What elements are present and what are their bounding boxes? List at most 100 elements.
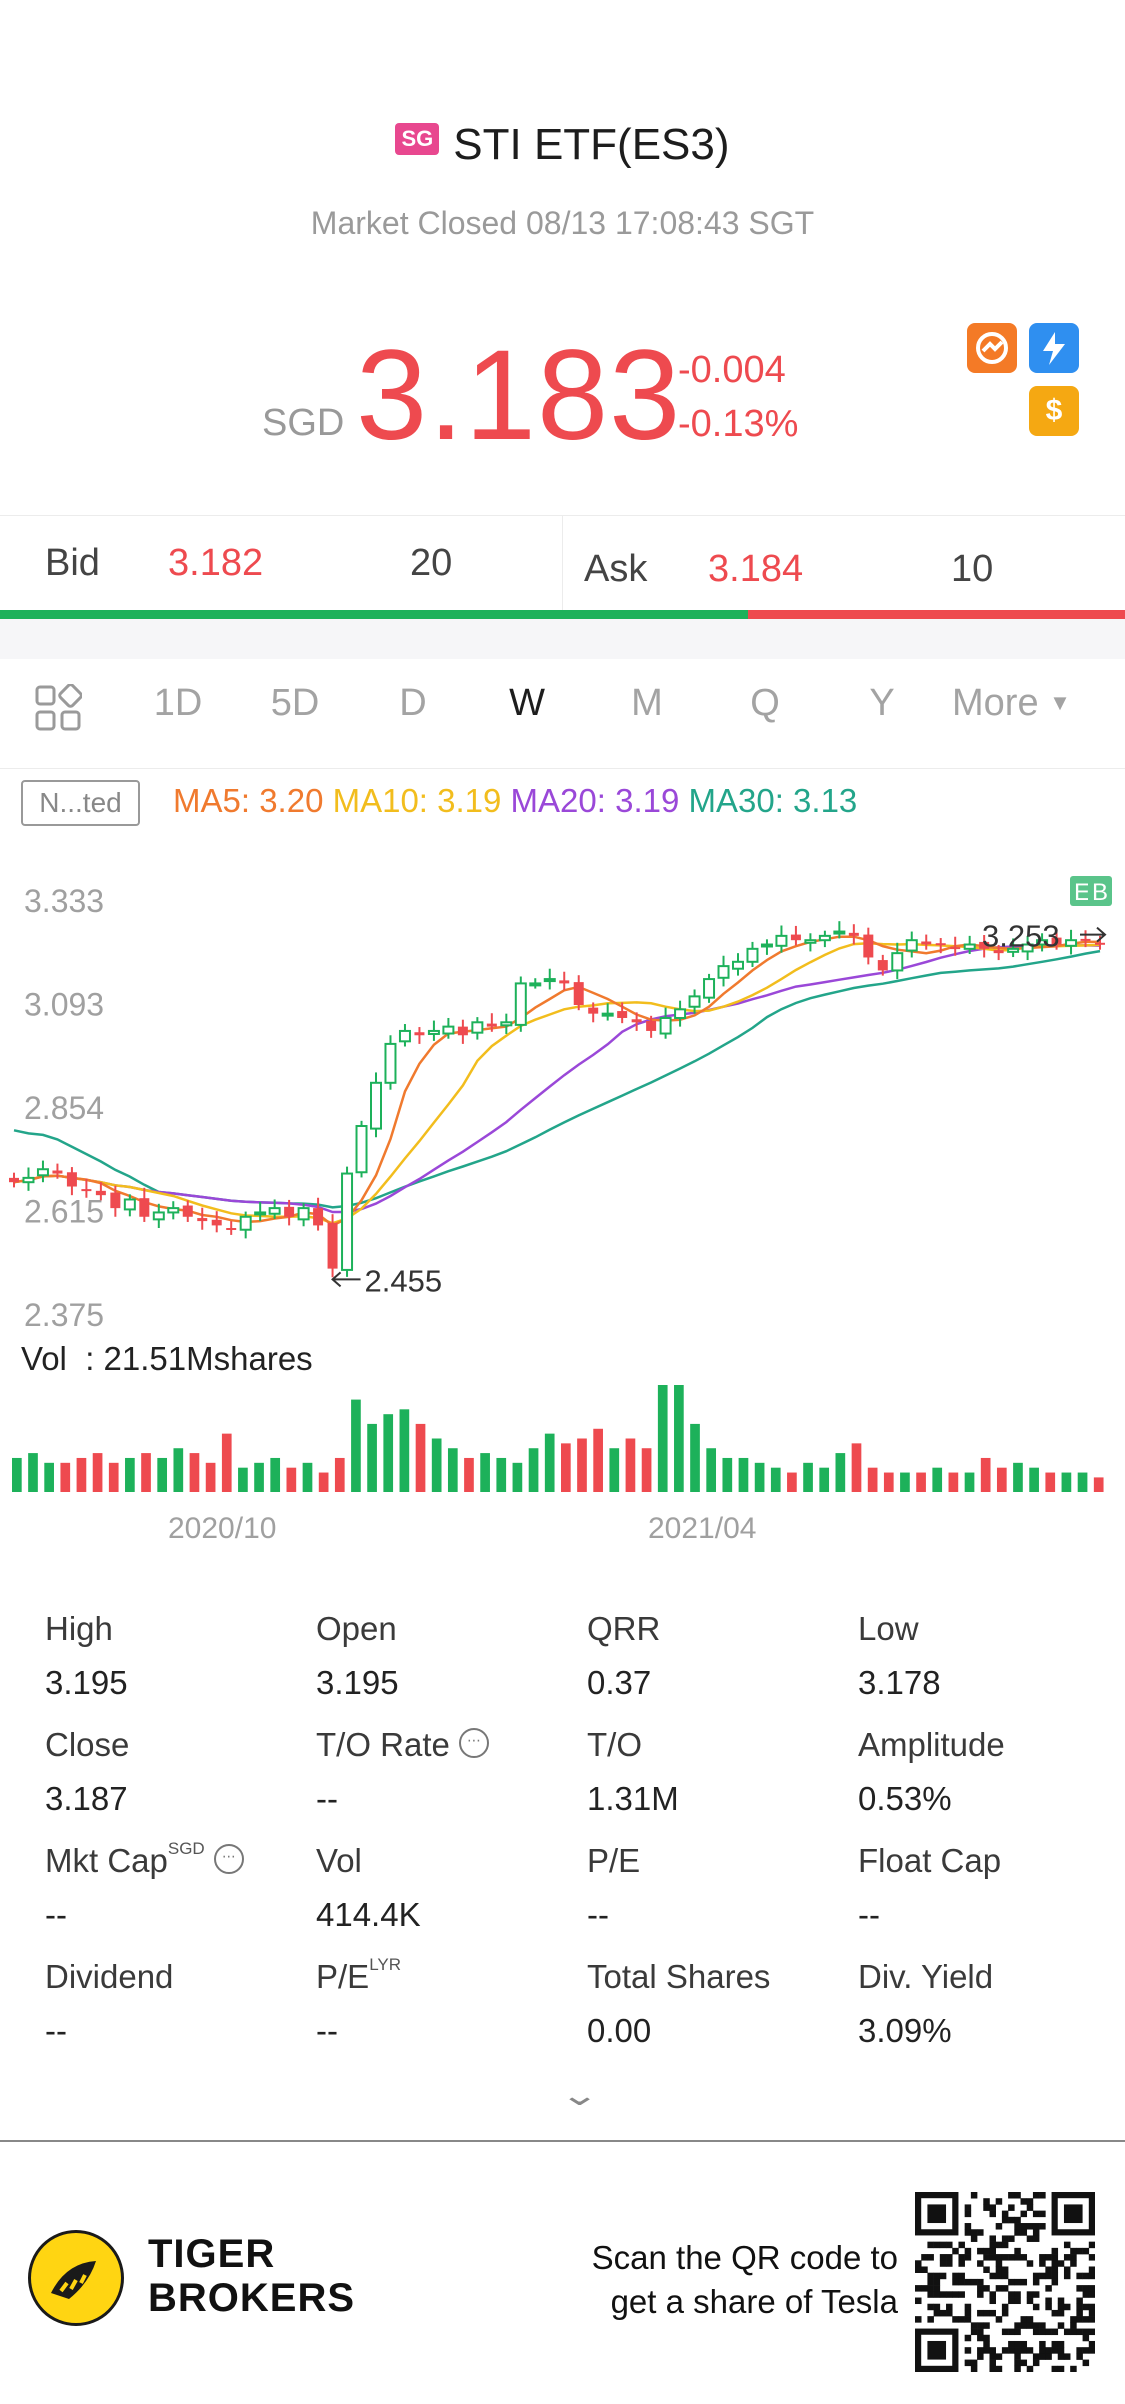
candle-body: [950, 947, 961, 950]
volume-bar: [205, 1462, 216, 1492]
ma5-line: [13, 935, 1100, 1227]
y-tick-label: 3.093: [24, 987, 104, 1023]
volume-bar: [480, 1453, 490, 1492]
ask-price[interactable]: 3.184: [708, 548, 804, 590]
grid-layout-icon[interactable]: [34, 683, 83, 737]
change-value: -0.004: [678, 349, 786, 391]
candle-body: [1095, 942, 1105, 945]
tab-1d[interactable]: 1D: [153, 682, 203, 724]
dollar-icon[interactable]: $: [1029, 386, 1079, 436]
stat-value: 0.53%: [858, 1780, 952, 1817]
max-price-label: 3.253: [982, 919, 1060, 954]
stat-label: Close: [45, 1726, 129, 1764]
stat-value: 3.178: [858, 1664, 941, 1701]
volume-bar: [28, 1453, 38, 1492]
bid-ask-divider: [562, 516, 563, 611]
candle-body: [617, 1011, 628, 1018]
chevron-down-icon[interactable]: ⌄: [559, 2079, 600, 2112]
page-title: STI ETF(ES3): [453, 120, 730, 169]
volume-bar: [932, 1467, 943, 1492]
stat-superscript: LYR: [369, 1955, 402, 1974]
candle-body: [877, 960, 888, 971]
header: SG STI ETF(ES3): [0, 120, 1125, 170]
stat-label: High: [45, 1610, 113, 1648]
volume-bar: [722, 1457, 733, 1492]
volume-value: : 21.51Mshares: [85, 1340, 313, 1377]
volume-bar: [900, 1472, 910, 1492]
volume-bar: [286, 1467, 297, 1492]
ma5-value: MA5: 3.20: [173, 782, 324, 819]
volume-bar: [302, 1462, 313, 1492]
info-icon[interactable]: ⋯: [213, 1844, 244, 1875]
candle-body: [442, 1025, 455, 1035]
volume-bar: [367, 1423, 377, 1492]
candle-body: [427, 1029, 440, 1035]
candle-body: [197, 1218, 208, 1222]
candle-body: [1080, 938, 1091, 941]
tab-y[interactable]: Y: [869, 682, 895, 724]
candle-body: [921, 941, 932, 945]
tab-m[interactable]: M: [631, 682, 663, 724]
candle-body: [790, 934, 801, 941]
volume-bar: [1029, 1467, 1039, 1492]
ma10-line: [13, 941, 1101, 1225]
candle-body: [268, 1207, 281, 1215]
volume-bar: [464, 1457, 474, 1492]
lightning-level1-icon[interactable]: [1029, 323, 1079, 373]
volume-bar: [770, 1467, 781, 1492]
stat-label-text: P/E: [316, 1958, 370, 1995]
volume-bar: [512, 1462, 523, 1492]
tab-w[interactable]: W: [509, 682, 545, 724]
candle-body: [486, 1023, 497, 1027]
info-icon[interactable]: ⋯: [459, 1728, 490, 1759]
candle-body: [993, 950, 1004, 954]
volume-bar: [157, 1457, 168, 1492]
candle-body: [775, 934, 788, 947]
ask-label: Ask: [584, 548, 648, 590]
tiger-logo-icon: [28, 2230, 124, 2326]
more-dropdown[interactable]: More ▼: [952, 682, 1092, 725]
stat-label: T/O Rate ⋯: [316, 1726, 490, 1764]
volume-bar: [948, 1472, 959, 1492]
volume-bar: [318, 1472, 329, 1492]
tab-5d[interactable]: 5D: [270, 682, 320, 724]
y-tick-label: 2.854: [24, 1090, 104, 1126]
x-tick-label: 2021/04: [648, 1512, 757, 1545]
candle-body: [905, 939, 918, 952]
tab-d[interactable]: D: [399, 682, 427, 724]
volume-bar: [383, 1414, 394, 1492]
stat-label-text: P/E: [587, 1842, 641, 1879]
stat-label-text: Div. Yield: [858, 1958, 994, 1995]
orange-badge-icon[interactable]: [967, 323, 1017, 373]
stat-value: 1.31M: [587, 1780, 679, 1817]
y-tick-label: 2.375: [24, 1297, 104, 1333]
ma10-value: MA10: 3.19: [332, 782, 502, 819]
stat-label: Amplitude: [858, 1726, 1005, 1764]
volume-bar: [173, 1448, 184, 1492]
tab-q[interactable]: Q: [750, 682, 780, 724]
stat-value: 3.09%: [858, 2012, 952, 2049]
candle-body: [646, 1021, 657, 1031]
volume-bar: [415, 1423, 426, 1492]
ma30-value: MA30: 3.13: [688, 782, 858, 819]
candle-body: [688, 995, 701, 1008]
kline-chart[interactable]: 3.333 3.093 2.854 2.615 2.375 3.253 2.455 E B: [0, 860, 1125, 1540]
volume-bar: [254, 1462, 264, 1492]
stat-label-text: T/O: [587, 1726, 642, 1763]
volume-bar: [544, 1433, 555, 1492]
volume-label: Vol : 21.51Mshares: [21, 1340, 313, 1378]
adjust-mode-button[interactable]: N...ted: [21, 780, 140, 826]
volume-bar: [351, 1399, 361, 1492]
volume-bar: [125, 1457, 135, 1492]
min-price-label: 2.455: [365, 1263, 443, 1298]
volume-bar: [44, 1462, 54, 1492]
candle-body: [1051, 937, 1062, 945]
stat-label-text: Vol: [316, 1842, 362, 1879]
volume-bar: [447, 1448, 458, 1492]
volume-title: Vol: [21, 1340, 67, 1377]
market-badge: SG: [395, 123, 440, 155]
stat-label-text: QRR: [587, 1610, 661, 1647]
volume-bar: [141, 1453, 151, 1492]
divider: [0, 2140, 1125, 2142]
bid-price[interactable]: 3.182: [168, 542, 264, 584]
